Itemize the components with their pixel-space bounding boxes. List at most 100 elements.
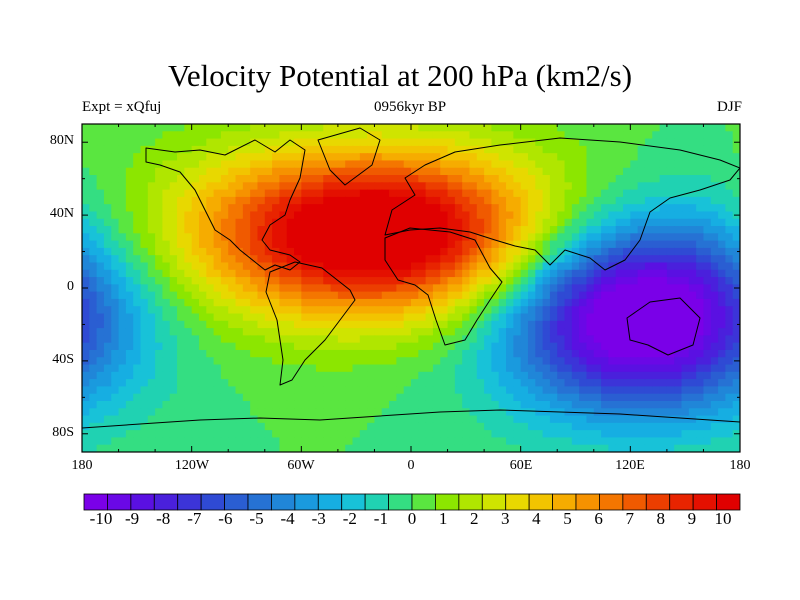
- heatmap-cell: [140, 255, 149, 264]
- heatmap-cell: [381, 393, 390, 402]
- heatmap-cell: [718, 328, 726, 336]
- heatmap-cell: [579, 160, 588, 169]
- heatmap-cell: [359, 298, 368, 307]
- heatmap-cell: [301, 291, 310, 300]
- heatmap-cell: [418, 247, 427, 256]
- heatmap-cell: [623, 189, 631, 198]
- heatmap-cell: [389, 182, 397, 191]
- heatmap-cell: [608, 240, 617, 249]
- heatmap-cell: [666, 124, 675, 132]
- heatmap-cell: [432, 211, 441, 220]
- heatmap-cell: [571, 233, 580, 242]
- heatmap-cell: [308, 371, 317, 380]
- heatmap-cell: [718, 226, 726, 234]
- heatmap-cell: [506, 196, 514, 205]
- heatmap-cell: [191, 357, 200, 366]
- heatmap-cell: [542, 386, 551, 395]
- heatmap-cell: [82, 247, 90, 256]
- heatmap-cell: [462, 153, 471, 162]
- heatmap-cell: [696, 444, 705, 452]
- heatmap-cell: [213, 444, 222, 452]
- heatmap-cell: [718, 349, 726, 358]
- heatmap-cell: [535, 437, 544, 446]
- heatmap-cell: [235, 233, 244, 242]
- heatmap-cell: [608, 335, 617, 344]
- heatmap-cell: [586, 284, 595, 293]
- heatmap-cell: [623, 422, 631, 431]
- heatmap-cell: [506, 255, 514, 264]
- heatmap-cell: [315, 386, 324, 395]
- heatmap-cell: [162, 247, 171, 256]
- heatmap-cell: [601, 371, 609, 380]
- lat-label-40s: 40S: [52, 352, 74, 367]
- heatmap-cell: [710, 160, 719, 169]
- heatmap-cell: [147, 262, 156, 271]
- heatmap-cell: [666, 284, 675, 293]
- heatmap-cell: [140, 182, 149, 191]
- heatmap-cell: [476, 182, 485, 191]
- heatmap-cell: [337, 306, 346, 315]
- heatmap-cell: [162, 408, 171, 417]
- heatmap-cell: [264, 415, 273, 424]
- heatmap-cell: [155, 255, 164, 264]
- heatmap-cell: [601, 240, 609, 249]
- heatmap-cell: [732, 204, 740, 213]
- experiment-label: Expt = xQfuj: [82, 99, 162, 115]
- heatmap-cell: [374, 196, 383, 205]
- heatmap-cell: [462, 277, 471, 285]
- heatmap-cell: [659, 400, 668, 409]
- heatmap-cell: [710, 291, 719, 300]
- heatmap-cell: [125, 291, 134, 300]
- heatmap-cell: [710, 262, 719, 271]
- heatmap-cell: [440, 196, 449, 205]
- heatmap-cell: [535, 349, 544, 358]
- heatmap-cell: [191, 167, 200, 176]
- heatmap-cell: [688, 145, 697, 154]
- heatmap-cell: [359, 196, 368, 205]
- heatmap-cell: [564, 153, 573, 162]
- heatmap-cell: [623, 342, 631, 351]
- heatmap-cell: [586, 364, 595, 373]
- heatmap-cell: [564, 437, 573, 446]
- heatmap-cell: [294, 364, 302, 373]
- heatmap-cell: [381, 211, 390, 220]
- heatmap-cell: [213, 313, 222, 322]
- heatmap-cell: [345, 364, 354, 373]
- lat-label-40n: 40N: [49, 206, 74, 221]
- heatmap-cell: [155, 371, 164, 380]
- heatmap-cell: [506, 408, 514, 417]
- heatmap-cell: [111, 124, 120, 132]
- heatmap-cell: [681, 386, 690, 395]
- heatmap-cell: [118, 415, 127, 424]
- heatmap-cell: [498, 124, 507, 132]
- heatmap-cell: [177, 226, 185, 234]
- heatmap-cell: [352, 284, 361, 293]
- heatmap-cell: [250, 262, 259, 271]
- heatmap-cell: [615, 313, 624, 322]
- heatmap-cell: [608, 247, 617, 256]
- heatmap-cell: [111, 240, 120, 249]
- heatmap-cell: [177, 364, 185, 373]
- heatmap-cell: [96, 247, 105, 256]
- heatmap-cell: [294, 437, 302, 446]
- heatmap-cell: [513, 379, 522, 387]
- heatmap-cell: [125, 313, 134, 322]
- heatmap-cell: [330, 328, 339, 336]
- heatmap-cell: [703, 233, 712, 242]
- heatmap-cell: [133, 240, 142, 249]
- heatmap-cell: [272, 437, 280, 446]
- heatmap-cell: [425, 211, 434, 220]
- heatmap-cell: [235, 175, 244, 183]
- heatmap-cell: [506, 298, 514, 307]
- heatmap-cell: [681, 379, 690, 387]
- heatmap-cell: [279, 153, 288, 162]
- heatmap-cell: [235, 306, 244, 315]
- heatmap-cell: [118, 269, 127, 278]
- heatmap-cell: [301, 262, 310, 271]
- heatmap-cell: [242, 371, 251, 380]
- heatmap-cell: [177, 131, 185, 140]
- heatmap-cell: [396, 182, 405, 191]
- heatmap-cell: [674, 160, 683, 169]
- heatmap-cell: [579, 422, 588, 431]
- heatmap-cell: [337, 131, 346, 140]
